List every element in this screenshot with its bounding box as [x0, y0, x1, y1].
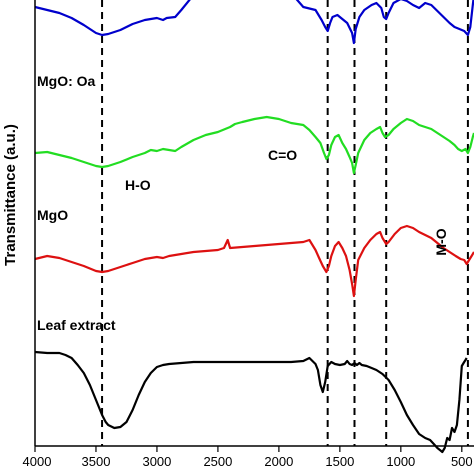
label-c-o: C=O — [268, 147, 297, 163]
x-ticks: 4000 3500 3000 2500 2000 1500 1000 500 — [23, 446, 473, 469]
spectrum-line-3 — [34, 224, 474, 298]
label-mgo: MgO — [37, 207, 68, 223]
x-tick-label: 2000 — [264, 454, 293, 469]
spectrum-line-1 — [34, 0, 474, 45]
spectra-lines — [34, 0, 474, 454]
label-h-o: H-O — [125, 177, 151, 193]
x-tick-label: 2500 — [203, 454, 232, 469]
spectrum-line-4 — [34, 350, 468, 454]
x-tick-label: 500 — [451, 454, 473, 469]
reference-lines — [101, 0, 469, 446]
x-tick-label: 3000 — [142, 454, 171, 469]
x-tick-label: 3500 — [82, 454, 111, 469]
x-tick-label: 4000 — [23, 454, 52, 469]
x-tick-label: 1000 — [386, 454, 415, 469]
label-m-o: M-O — [433, 228, 449, 255]
x-tick-label: 1500 — [325, 454, 354, 469]
label-leaf-extract: Leaf extract — [37, 317, 116, 333]
y-axis-label: Transmittance (a.u.) — [2, 124, 19, 266]
label-mgo-oa: MgO: Oa — [37, 73, 96, 89]
spectrum-line-2 — [34, 115, 474, 175]
